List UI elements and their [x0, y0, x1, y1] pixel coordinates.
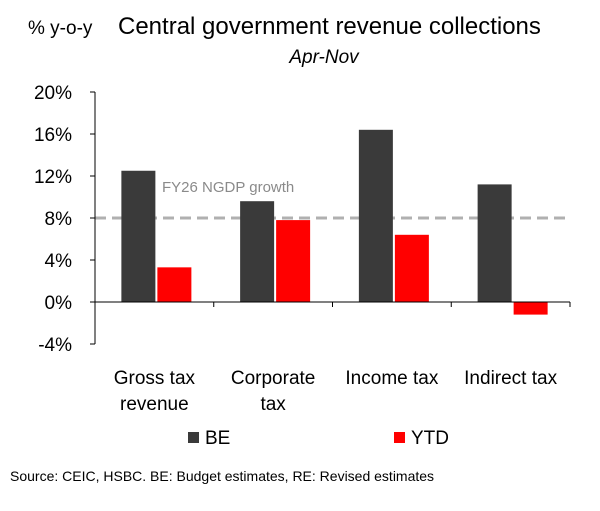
category-label: Indirect tax: [464, 368, 557, 389]
category-label: Income tax: [345, 368, 438, 389]
y-tick-label: -4%: [38, 335, 72, 356]
source-note: Source: CEIC, HSBC. BE: Budget estimates…: [10, 468, 435, 484]
bar-ytd-1: [276, 220, 311, 302]
legend-label-ytd: YTD: [411, 428, 449, 449]
y-tick-label: 20%: [34, 83, 72, 104]
y-tick-label: 16%: [34, 125, 72, 146]
revenue-chart: % y-o-y Central government revenue colle…: [28, 13, 571, 449]
category-label: Corporate: [231, 368, 316, 389]
category-labels: Gross tax revenue Corporate tax Income tax In…: [114, 368, 558, 415]
legend-swatch-be: [188, 432, 199, 443]
category-label: revenue: [120, 394, 189, 415]
bar-be-0: [121, 170, 156, 302]
legend-label-be: BE: [205, 428, 230, 449]
bar-ytd-0: [157, 267, 192, 302]
y-tick-label: 0%: [45, 293, 73, 314]
ngdp-reference-label: FY26 NGDP growth: [162, 179, 294, 196]
chart-title: Central government revenue collections: [118, 13, 541, 40]
bar-be-2: [358, 129, 393, 302]
y-tick-label: 4%: [45, 251, 73, 272]
y-axis-ticks: 20% 16% 12% 8% 4% 0% -4%: [34, 83, 95, 356]
category-label: tax: [260, 394, 286, 415]
bar-be-1: [240, 201, 275, 302]
bar-ytd-2: [394, 234, 429, 302]
y-unit-label: % y-o-y: [28, 18, 93, 39]
bar-ytd-3: [513, 302, 548, 315]
y-tick-label: 12%: [34, 167, 72, 188]
chart-subtitle: Apr-Nov: [288, 47, 360, 68]
category-label: Gross tax: [114, 368, 196, 389]
y-tick-label: 8%: [45, 209, 73, 230]
legend: BE YTD: [188, 428, 449, 449]
legend-swatch-ytd: [394, 432, 405, 443]
bars: [94, 129, 571, 315]
bar-be-3: [477, 184, 512, 302]
